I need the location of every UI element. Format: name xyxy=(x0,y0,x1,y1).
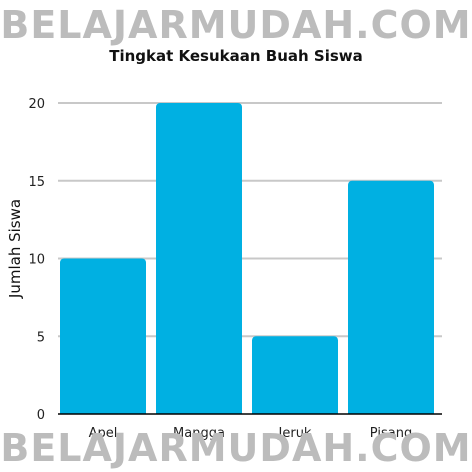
chart-title: Tingkat Kesukaan Buah Siswa xyxy=(109,47,363,65)
y-tick-label: 20 xyxy=(28,97,45,112)
bar xyxy=(348,180,434,414)
x-tick-label: Jeruk xyxy=(278,426,312,441)
x-tick-label: Apel xyxy=(89,426,118,441)
bar xyxy=(60,258,146,414)
bar xyxy=(156,103,242,414)
bar-base xyxy=(348,408,434,414)
bar-base xyxy=(252,408,338,414)
y-tick-label: 15 xyxy=(28,175,45,190)
y-tick-label: 5 xyxy=(37,330,45,345)
x-tick-label: Pisang xyxy=(370,426,412,441)
x-tick-label: Mangga xyxy=(173,426,225,441)
y-tick-label: 10 xyxy=(28,253,45,268)
watermark-bottom: BELAJARMUDAH.COM xyxy=(0,426,472,470)
watermark-top: BELAJARMUDAH.COM xyxy=(0,3,472,47)
bar-base xyxy=(156,408,242,414)
y-axis-label: Jumlah Siswa xyxy=(6,199,24,299)
bar-base xyxy=(60,408,146,414)
y-tick-label: 0 xyxy=(37,408,45,423)
bar xyxy=(252,336,338,414)
